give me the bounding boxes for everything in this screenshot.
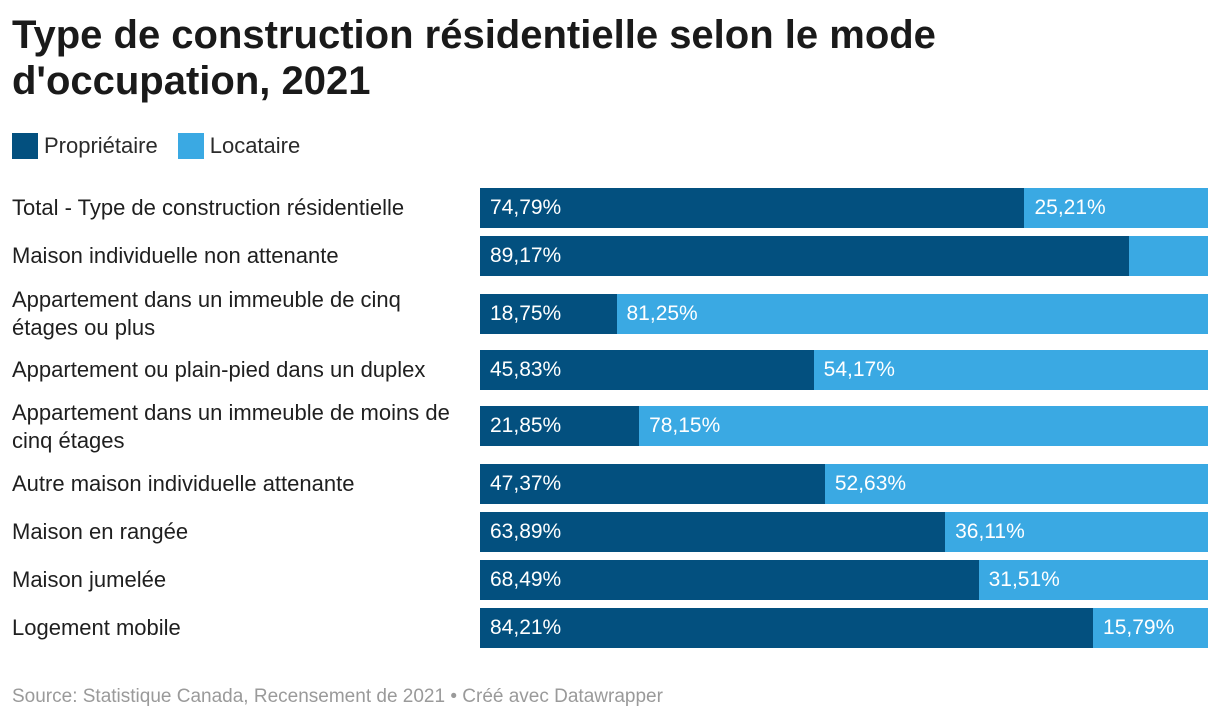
legend-swatch-renter	[177, 133, 204, 159]
bar-owner	[480, 608, 1094, 648]
bar-owner	[480, 406, 640, 446]
data-label-renter: 15,79%	[1103, 616, 1175, 639]
bar-renter	[1024, 188, 1208, 228]
legend-label-renter: Locataire	[209, 133, 301, 158]
legend-label-owner: Propriétaire	[44, 133, 158, 158]
legend-item-owner: Propriétaire	[12, 133, 158, 159]
bar-owner	[480, 350, 814, 390]
bar-row: 84,21% 15,79%	[480, 608, 1208, 648]
bar-renter	[616, 294, 1208, 334]
category-label: Appartement dans un immeuble de cinq éta…	[12, 287, 401, 340]
bar-renter	[978, 560, 1208, 600]
legend-item-renter: Locataire	[177, 133, 301, 159]
bar-row: 63,89% 36,11%	[480, 512, 1208, 552]
bar-row: 47,37% 52,63%	[480, 464, 1208, 504]
bar-row: 21,85% 78,15%	[480, 406, 1208, 446]
bar-row: 18,75% 81,25%	[480, 294, 1208, 334]
category-label: Logement mobile	[12, 615, 181, 640]
category-label: Appartement ou plain-pied dans un duplex	[12, 357, 426, 382]
bar-row: 89,17%	[480, 236, 1208, 276]
data-label-renter: 52,63%	[834, 472, 907, 495]
category-label: Autre maison individuelle attenante	[12, 471, 355, 496]
data-label-renter: 81,25%	[626, 302, 698, 325]
category-label: Appartement dans un immeuble de moins de…	[12, 400, 450, 453]
category-label: Maison jumelée	[12, 567, 167, 592]
data-label-owner: 89,17%	[490, 244, 562, 267]
data-label-owner: 74,79%	[490, 196, 562, 219]
bar-renter	[1129, 236, 1208, 276]
data-label-owner: 84,21%	[490, 616, 562, 639]
category-label: Maison individuelle non attenante	[12, 243, 339, 268]
bar-row: 68,49% 31,51%	[480, 560, 1208, 600]
data-label-owner: 45,83%	[490, 358, 562, 381]
data-label-owner: 47,37%	[490, 472, 562, 495]
data-label-owner: 21,85%	[490, 414, 562, 437]
category-label: Maison en rangée	[12, 519, 189, 544]
bar-owner	[480, 464, 825, 504]
bar-row: 74,79% 25,21%	[480, 188, 1208, 228]
bar-renter	[824, 464, 1208, 504]
bar-renter	[945, 512, 1208, 552]
legend: Propriétaire Locataire	[12, 131, 320, 161]
source-note: Source: Statistique Canada, Recensement …	[12, 686, 663, 707]
data-label-owner: 63,89%	[490, 520, 562, 543]
bar-owner	[480, 236, 1130, 276]
bar-owner	[480, 294, 617, 334]
data-label-owner: 68,49%	[490, 568, 562, 591]
data-label-renter: 25,21%	[1034, 196, 1106, 219]
bar-renter	[1093, 608, 1208, 648]
chart-title: Type de construction résidentielle selon…	[12, 13, 936, 103]
bar-owner	[480, 188, 1025, 228]
data-label-owner: 18,75%	[490, 302, 562, 325]
bar-renter	[813, 350, 1208, 390]
category-label: Total - Type de construction résidentiel…	[12, 195, 405, 220]
legend-swatch-owner	[12, 133, 38, 159]
bar-owner	[480, 560, 979, 600]
bar-row: 45,83% 54,17%	[480, 350, 1208, 390]
data-label-renter: 54,17%	[823, 358, 895, 381]
bar-renter	[639, 406, 1208, 446]
data-label-renter: 36,11%	[955, 520, 1025, 543]
data-label-renter: 31,51%	[988, 568, 1060, 591]
data-label-renter: 78,15%	[649, 414, 721, 437]
bar-owner	[480, 512, 946, 552]
